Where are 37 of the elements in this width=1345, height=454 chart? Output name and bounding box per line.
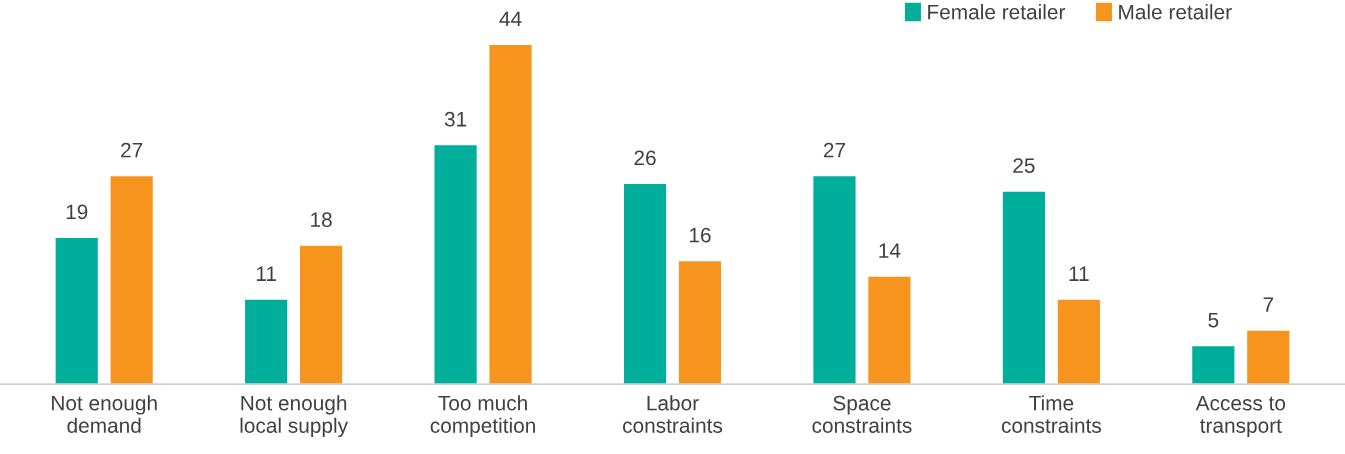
data-label: 18 [311,212,332,228]
bar [1190,344,1236,385]
bar [1245,329,1291,385]
data-label: 31 [444,111,467,127]
bar [1001,190,1047,385]
data-label: 44 [499,11,522,26]
x-tick-label: Time constraints [1001,395,1101,433]
x-tick-label: Access to transport [1195,395,1286,438]
x-tick-label: Too much competition [430,395,535,438]
x-tick-label: Not enough demand [52,395,157,433]
data-label: 11 [1069,266,1089,281]
bar [54,236,100,385]
bar [811,174,857,385]
bar [622,182,668,385]
bar [243,298,289,385]
x-tick-label: Labor constraints [623,395,723,433]
bar [109,174,155,385]
bar [298,244,344,385]
legend-label: Female retailer [928,4,1066,20]
legend-label: Male retailer [1119,4,1232,20]
bar [677,259,723,385]
data-label: 27 [823,142,846,158]
data-label: 27 [121,142,143,158]
bar [866,275,912,385]
x-tick-label: Not enough local supply [240,395,349,438]
data-label: 11 [256,266,276,281]
data-label: 7 [1263,297,1274,312]
data-label: 26 [634,150,656,166]
bar [1056,298,1102,385]
data-label: 25 [1013,158,1035,173]
bar [488,43,534,385]
data-label: 16 [689,227,711,243]
data-label: 14 [879,243,901,258]
bar [433,143,479,385]
data-label: 19 [66,204,88,220]
data-label: 5 [1208,312,1219,328]
x-tick-label: Space constraints [812,395,912,433]
